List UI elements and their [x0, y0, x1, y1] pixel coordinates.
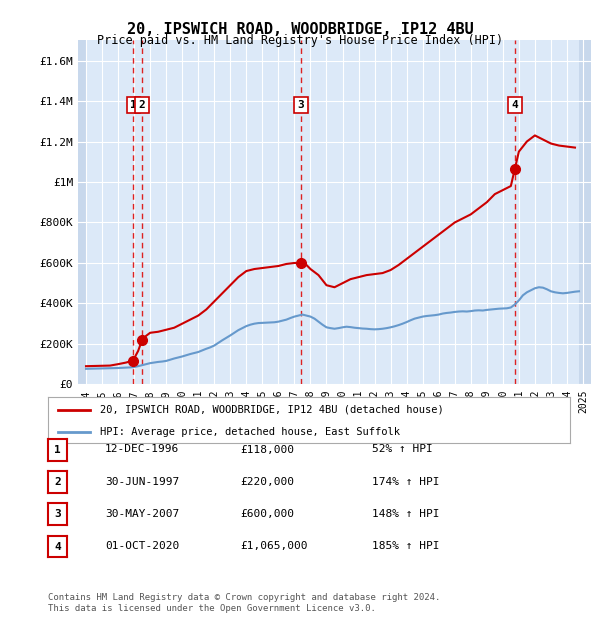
Text: 2: 2 — [139, 100, 146, 110]
Text: 1: 1 — [54, 445, 61, 455]
Text: 01-OCT-2020: 01-OCT-2020 — [105, 541, 179, 551]
Text: 185% ↑ HPI: 185% ↑ HPI — [372, 541, 439, 551]
Text: 30-MAY-2007: 30-MAY-2007 — [105, 509, 179, 519]
Text: HPI: Average price, detached house, East Suffolk: HPI: Average price, detached house, East… — [100, 427, 400, 436]
Text: 3: 3 — [54, 509, 61, 520]
Text: 12-DEC-1996: 12-DEC-1996 — [105, 445, 179, 454]
Text: £220,000: £220,000 — [240, 477, 294, 487]
Text: £118,000: £118,000 — [240, 445, 294, 454]
Text: 1: 1 — [130, 100, 137, 110]
Text: 20, IPSWICH ROAD, WOODBRIDGE, IP12 4BU: 20, IPSWICH ROAD, WOODBRIDGE, IP12 4BU — [127, 22, 473, 37]
Text: 20, IPSWICH ROAD, WOODBRIDGE, IP12 4BU (detached house): 20, IPSWICH ROAD, WOODBRIDGE, IP12 4BU (… — [100, 405, 444, 415]
Text: 148% ↑ HPI: 148% ↑ HPI — [372, 509, 439, 519]
Text: 2: 2 — [54, 477, 61, 487]
Text: 4: 4 — [511, 100, 518, 110]
Text: £1,065,000: £1,065,000 — [240, 541, 308, 551]
Text: 30-JUN-1997: 30-JUN-1997 — [105, 477, 179, 487]
Text: 52% ↑ HPI: 52% ↑ HPI — [372, 445, 433, 454]
Text: Contains HM Land Registry data © Crown copyright and database right 2024.
This d: Contains HM Land Registry data © Crown c… — [48, 593, 440, 613]
Text: £600,000: £600,000 — [240, 509, 294, 519]
Text: 3: 3 — [298, 100, 304, 110]
Bar — [579, 40, 591, 384]
Text: Price paid vs. HM Land Registry's House Price Index (HPI): Price paid vs. HM Land Registry's House … — [97, 34, 503, 47]
Text: 4: 4 — [54, 541, 61, 552]
Bar — [78, 40, 86, 384]
Text: 174% ↑ HPI: 174% ↑ HPI — [372, 477, 439, 487]
